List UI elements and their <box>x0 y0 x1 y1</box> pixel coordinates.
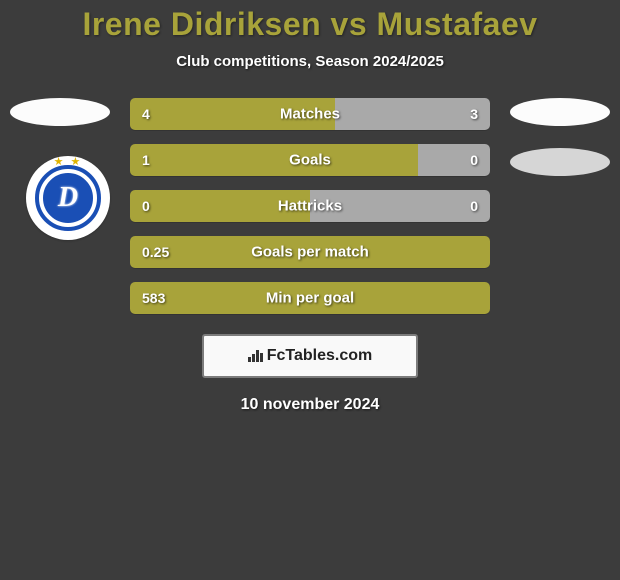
player1-placeholder-icon <box>10 98 110 126</box>
date-label: 10 november 2024 <box>241 396 380 414</box>
player2-placeholder-icon <box>510 98 610 126</box>
dynamo-logo-icon: ★ ★ D <box>39 169 97 227</box>
logo-stars-icon: ★ ★ <box>43 155 93 168</box>
player1-club-logo: ★ ★ D <box>26 156 110 240</box>
stat-left-value: 1 <box>142 152 150 168</box>
stat-left-fill <box>130 236 490 268</box>
attribution-badge: FcTables.com <box>202 334 418 378</box>
bars-chart-icon <box>248 350 263 362</box>
stat-row: 43Matches <box>130 98 490 130</box>
stat-right-value: 0 <box>470 198 478 214</box>
stat-left-fill <box>130 98 335 130</box>
stat-row: 583Min per goal <box>130 282 490 314</box>
stat-left-value: 4 <box>142 106 150 122</box>
stat-left-value: 0 <box>142 198 150 214</box>
stat-left-value: 0.25 <box>142 244 169 260</box>
player2-club-placeholder-icon <box>510 148 610 176</box>
comparison-bars: ★ ★ D 43Matches10Goals00Hattricks0.25Goa… <box>0 98 620 314</box>
stat-left-fill <box>130 144 418 176</box>
stat-row: 10Goals <box>130 144 490 176</box>
stat-right-fill <box>418 144 490 176</box>
comparison-infographic: Irene Didriksen vs Mustafaev Club compet… <box>0 0 620 580</box>
page-title: Irene Didriksen vs Mustafaev <box>82 6 537 43</box>
stat-left-value: 583 <box>142 290 165 306</box>
stat-right-fill <box>335 98 490 130</box>
stat-row: 0.25Goals per match <box>130 236 490 268</box>
page-subtitle: Club competitions, Season 2024/2025 <box>176 53 444 70</box>
stat-left-fill <box>130 282 490 314</box>
stat-right-value: 0 <box>470 152 478 168</box>
attribution-text: FcTables.com <box>267 347 373 365</box>
stat-right-fill <box>310 190 490 222</box>
stat-row: 00Hattricks <box>130 190 490 222</box>
stat-left-fill <box>130 190 310 222</box>
stat-right-value: 3 <box>470 106 478 122</box>
logo-letter: D <box>58 182 78 214</box>
